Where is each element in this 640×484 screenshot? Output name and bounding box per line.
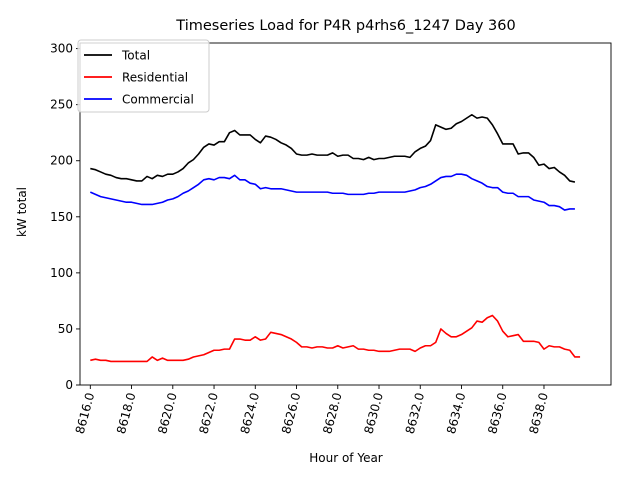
- legend-label-residential: Residential: [122, 71, 188, 85]
- y-axis-label: kW total: [15, 187, 29, 237]
- y-tick-label: 300: [50, 42, 73, 56]
- y-tick-label: 0: [65, 378, 73, 392]
- series-line-total: [90, 113, 576, 183]
- y-tick-label: 100: [50, 266, 73, 280]
- legend-label-total: Total: [121, 49, 150, 63]
- chart-title: Timeseries Load for P4R p4rhs6_1247 Day …: [175, 18, 515, 34]
- y-tick-label: 200: [50, 154, 73, 168]
- legend-label-commercial: Commercial: [122, 93, 194, 107]
- y-tick-label: 50: [58, 322, 73, 336]
- axes-frame: [79, 42, 612, 386]
- legend: Total Residential Commercial: [77, 39, 210, 113]
- y-tick-label: 150: [50, 210, 73, 224]
- series-line-commercial: [89, 173, 575, 211]
- plot-area: [89, 113, 581, 363]
- legend-box: [77, 39, 210, 113]
- series-line-residential: [90, 314, 581, 363]
- x-axis-label: Hour of Year: [309, 451, 383, 465]
- y-tick-label: 250: [50, 98, 73, 112]
